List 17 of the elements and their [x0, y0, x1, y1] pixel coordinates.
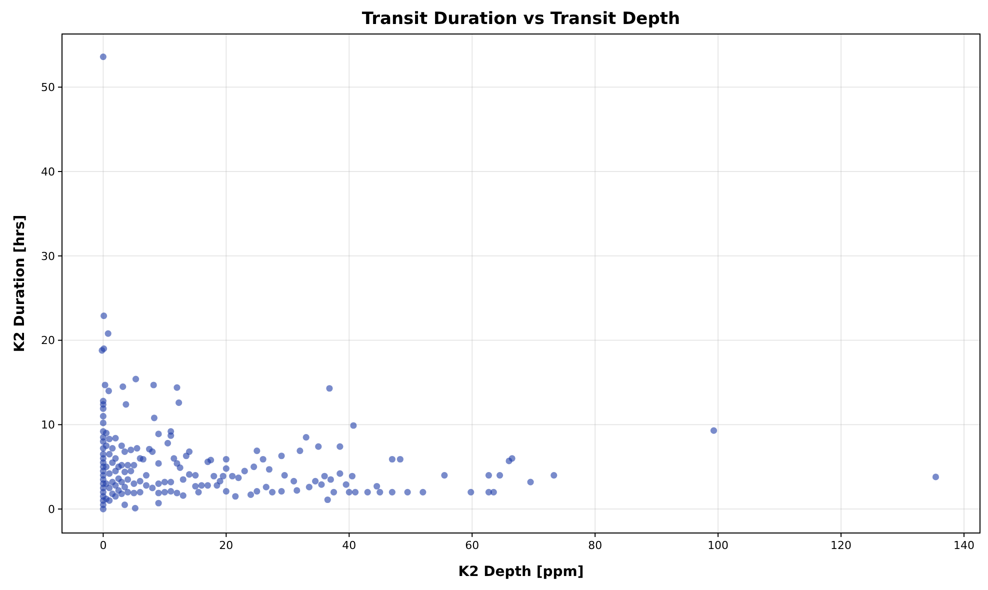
x-tick-label: 60 [465, 539, 480, 552]
chart-title: Transit Duration vs Transit Depth [362, 9, 680, 29]
y-tick-label: 30 [41, 250, 55, 263]
x-tick-label: 140 [954, 539, 975, 552]
x-tick-label: 80 [588, 539, 602, 552]
y-tick-label: 50 [41, 81, 55, 94]
x-tick-label: 20 [219, 539, 234, 552]
y-axis-title: K2 Duration [hrs] [12, 214, 28, 352]
x-axis-title: K2 Depth [ppm] [458, 564, 584, 580]
y-tick-label: 0 [48, 502, 55, 516]
x-tick-label: 120 [830, 539, 852, 552]
x-tick-label: 40 [342, 539, 356, 552]
x-tick-label: 100 [708, 539, 729, 552]
y-tick-label: 40 [41, 165, 55, 178]
y-tick-label: 20 [41, 334, 55, 348]
x-tick-label: 0 [100, 539, 107, 552]
y-tick-label: 10 [41, 418, 55, 432]
